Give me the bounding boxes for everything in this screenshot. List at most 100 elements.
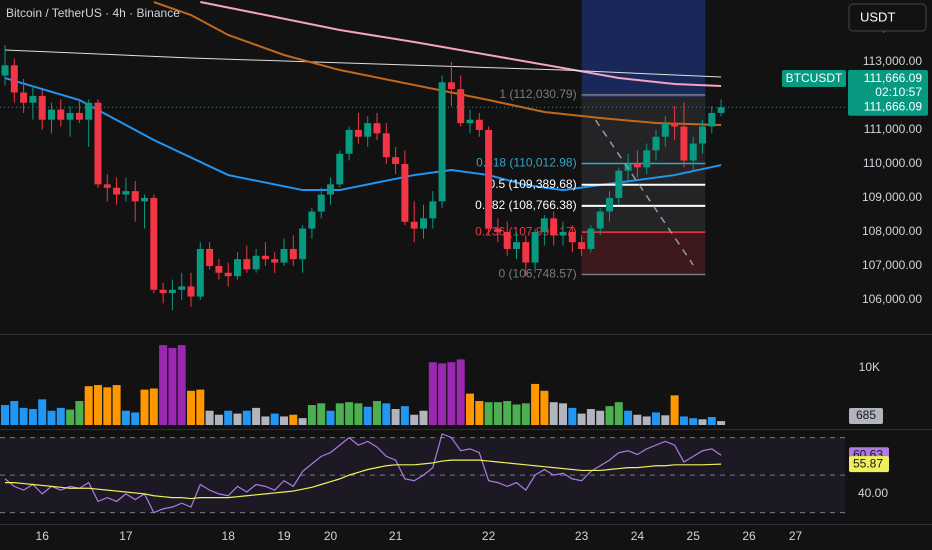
candle-body xyxy=(494,228,502,232)
volume-bar xyxy=(94,385,102,425)
rsi-line xyxy=(4,433,722,514)
candle-body xyxy=(234,259,241,277)
volume-bar xyxy=(652,412,660,425)
candle-body xyxy=(596,211,604,229)
volume-bar xyxy=(363,406,372,425)
rsi-line xyxy=(5,459,722,500)
candle-body xyxy=(661,123,669,137)
currency-label: USDT xyxy=(860,9,895,24)
candle-body xyxy=(410,221,418,229)
candle-body xyxy=(336,153,344,185)
volume-bar xyxy=(717,421,726,425)
candle-body xyxy=(252,255,260,270)
candle-body xyxy=(531,231,539,263)
price-pane: 1 (112,030.79) 0.618 (110,012.98) 0.5 (109… xyxy=(1,0,725,311)
candle-body xyxy=(633,163,641,168)
fib-label: 0.5 (109,389.68) xyxy=(489,177,577,191)
symbol-tag xyxy=(782,70,846,87)
candle-body xyxy=(20,92,28,103)
volume-bar xyxy=(345,402,354,425)
x-tick-label: 22 xyxy=(482,529,496,543)
candle-body xyxy=(159,289,167,294)
volume-bar xyxy=(196,389,205,425)
candle-body xyxy=(317,194,325,212)
currency-button[interactable] xyxy=(848,3,927,32)
volume-bar xyxy=(679,416,688,425)
candle-body xyxy=(606,197,613,212)
candle-body xyxy=(559,231,567,236)
y-tick-label: 108,000.00 xyxy=(862,224,922,238)
candle-body xyxy=(243,259,251,270)
volume-bar xyxy=(335,403,344,425)
candle-body xyxy=(643,150,651,168)
volume-bar xyxy=(140,389,149,425)
candle-body xyxy=(103,184,111,188)
fib-label: 0.382 (108,766.38) xyxy=(475,198,576,212)
volume-bar xyxy=(131,412,140,425)
candle-body xyxy=(29,95,37,103)
moving-average xyxy=(200,1,722,88)
volume-bar xyxy=(317,403,326,425)
volume-bar xyxy=(307,405,316,425)
candle-body xyxy=(429,201,437,219)
volume-bar xyxy=(19,407,28,425)
volume-bar xyxy=(84,386,93,425)
volume-tag xyxy=(849,408,883,424)
volume-bar xyxy=(261,416,270,425)
candle-body xyxy=(475,119,483,130)
x-tick-label: 17 xyxy=(119,529,133,543)
volume-bar xyxy=(670,395,679,425)
volume-bar xyxy=(103,387,112,425)
price-label: 111,666.09 xyxy=(864,99,923,113)
candle-body xyxy=(457,89,465,124)
fib-label: 0.618 (110,012.98) xyxy=(476,156,577,170)
volume-bar xyxy=(10,401,19,425)
volume-bar xyxy=(512,404,521,425)
y-tick-label: 113,000.00 xyxy=(863,54,922,68)
candle-body xyxy=(94,102,102,185)
candle-body xyxy=(150,197,158,290)
volume-bar xyxy=(1,405,9,425)
volume-bar xyxy=(419,410,428,425)
candle-body xyxy=(187,286,195,297)
volume-bar xyxy=(447,362,456,425)
fib-label: 1 (112,030.79) xyxy=(499,87,576,101)
fib-zone xyxy=(581,232,706,275)
volume-bar xyxy=(187,390,195,425)
candle-body xyxy=(178,286,186,290)
candle-body xyxy=(345,129,353,154)
volume-bar xyxy=(540,390,549,425)
volume-bar xyxy=(391,409,400,425)
volume-bar xyxy=(577,413,586,425)
candle-body xyxy=(578,242,586,249)
volume-bar xyxy=(549,402,558,425)
price-tag xyxy=(848,98,928,116)
volume-bar xyxy=(689,418,698,425)
volume-bar xyxy=(38,399,47,425)
volume-bar xyxy=(280,416,288,425)
volume-bar xyxy=(373,401,381,425)
candle-body xyxy=(466,119,474,124)
volume-bar xyxy=(568,407,577,425)
volume-bar xyxy=(503,401,512,425)
date-range xyxy=(581,0,706,97)
volume-bar xyxy=(205,410,214,425)
candle-body xyxy=(615,170,623,198)
volume-bar xyxy=(642,416,651,425)
candle-body xyxy=(206,248,214,266)
x-tick-label: 19 xyxy=(277,529,291,543)
candle-body xyxy=(215,265,223,273)
candle-body xyxy=(540,218,548,232)
candle-body xyxy=(75,112,83,120)
candle-body xyxy=(568,231,576,243)
symbol-label: BTCUSDT xyxy=(786,71,843,85)
candle-body xyxy=(224,272,232,277)
candle-body xyxy=(392,157,400,164)
x-tick-label: 21 xyxy=(389,529,403,543)
rsi-tag xyxy=(849,456,889,473)
candle-body xyxy=(271,259,279,263)
candle-body xyxy=(354,129,362,137)
rsi-label: 55.87 xyxy=(853,456,883,470)
volume-bar xyxy=(326,410,335,425)
candle-body xyxy=(689,143,697,161)
